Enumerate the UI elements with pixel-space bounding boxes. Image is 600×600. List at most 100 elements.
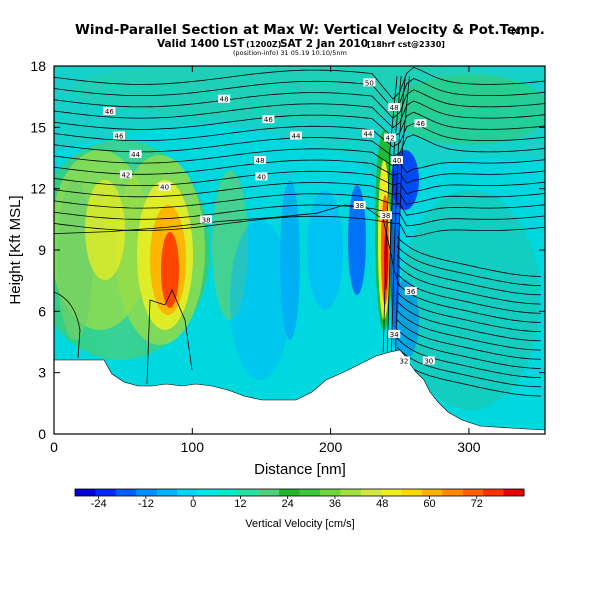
contour-label: 44 [292, 133, 301, 141]
colorbar-swatch [258, 489, 280, 496]
isentrope-line-low [396, 301, 541, 342]
contour-label-bg [103, 106, 116, 115]
contour-label: 38 [381, 212, 390, 220]
y-tick-label: 0 [38, 426, 46, 442]
contour-label-bg [384, 133, 397, 142]
isentrope-line [54, 170, 545, 195]
contour-label-bg [254, 156, 267, 165]
colorbar-swatch [503, 489, 525, 496]
colorbar-swatch [217, 489, 239, 496]
contour-label: 42 [121, 171, 130, 179]
colorbar-tick-label: 60 [423, 498, 435, 510]
isentrope-line-low [396, 264, 541, 305]
contour-label-bg [388, 329, 401, 338]
colorbar-tick-label: 12 [234, 498, 246, 510]
isentrope-line-low [396, 319, 541, 360]
isentrope-updraft [386, 76, 402, 353]
isentrope-line-low [396, 356, 541, 397]
isentrope-38 [54, 204, 401, 287]
contour-label-bg [414, 119, 427, 128]
isentrope-line [54, 193, 545, 216]
isentrope-line-low [396, 282, 541, 323]
title-copyright: (C) [511, 27, 524, 36]
title-valid-z: (1200Z) [246, 40, 281, 49]
contour-label: 46 [416, 120, 425, 128]
contour-label-bg [255, 172, 268, 181]
contour-labels: 50 48 46 46 46 46 44 44 44 48 42 40 40 38 38 38 48 42 40 36… [103, 78, 435, 365]
contour-label: 40 [160, 184, 169, 192]
isentrope-line-low [396, 337, 541, 379]
contour-label: 34 [390, 331, 399, 339]
y-tick-label: 9 [38, 242, 46, 258]
colorbar-swatch [238, 489, 260, 496]
contour-label-bg [388, 102, 401, 111]
contour-label-bg [290, 131, 303, 140]
y-tick-label: 18 [30, 58, 46, 74]
isentrope-line [54, 78, 545, 110]
isentrope-line [54, 215, 545, 238]
colorbar-swatch [462, 489, 484, 496]
contour-label: 30 [424, 357, 433, 365]
contour-label: 40 [257, 173, 266, 181]
colorbar-swatch [319, 489, 341, 496]
isentrope-line [54, 100, 545, 129]
contour-label-bg [129, 149, 142, 158]
colorbar-swatch [136, 489, 158, 496]
x-axis: 0 100 200 300 [50, 66, 481, 455]
isentrope-line [54, 148, 545, 174]
isentrope-line-low [396, 328, 541, 369]
pot-temp-contours [54, 66, 545, 397]
colorbar-tick-label: -12 [138, 498, 154, 510]
colorbar-swatch [340, 489, 362, 496]
contour-label: 50 [365, 79, 374, 87]
contour-label: 48 [256, 157, 265, 165]
isentrope-line-low [396, 310, 541, 351]
contour-label-bg [262, 115, 275, 124]
isentrope-line [54, 111, 545, 138]
isentrope-line-low [396, 347, 541, 388]
colorbar-tick-label: 36 [329, 498, 341, 510]
contour-label-bg [218, 94, 231, 103]
contour-label-bg [353, 201, 366, 210]
contour-label: 46 [115, 133, 124, 141]
isentrope-line [54, 66, 545, 100]
isentrope-updraft [395, 76, 410, 353]
colorbar-tick-label: -24 [91, 498, 107, 510]
title-valid: Valid 1400 LST [157, 38, 245, 50]
y-axis-label: Height [Kft MSL] [7, 195, 24, 304]
isentrope-line [54, 182, 545, 206]
contour-label: 32 [399, 357, 408, 365]
y-tick-label: 3 [38, 365, 46, 381]
contour-label-bg [391, 156, 404, 165]
contour-label: 38 [202, 216, 211, 224]
y-tick-label: 15 [30, 119, 46, 135]
contour-label: 46 [264, 116, 273, 124]
isentrope-line-low [396, 236, 541, 277]
contour-label: 48 [220, 96, 229, 104]
contour-label: 44 [364, 130, 373, 138]
colorbar-label: Vertical Velocity [cm/s] [245, 518, 354, 530]
colorbar-tick-label: 48 [376, 498, 388, 510]
contour-label: 44 [131, 151, 140, 159]
title-coords: (position-info) 31 05.19 10.10/5nm [233, 49, 347, 57]
isentrope-line [54, 159, 545, 184]
contour-label: 40 [393, 157, 402, 165]
colorbar-swatch [115, 489, 137, 496]
contour-label-bg [113, 131, 126, 140]
x-tick-label: 200 [319, 439, 343, 455]
y-tick-label: 12 [30, 181, 46, 197]
isentrope-line [54, 123, 545, 148]
colorbar-swatch [401, 489, 423, 496]
x-tick-label: 0 [50, 439, 58, 455]
colorbar-swatch [177, 489, 198, 496]
contour-label-bg [158, 182, 171, 191]
plot-field: 50 48 46 46 46 46 44 44 44 48 42 40 40 38 38 38 48 42 40 36… [54, 66, 545, 434]
isentrope-line [54, 89, 545, 119]
isentrope-line-low [396, 245, 541, 287]
terrain [54, 349, 545, 434]
colorbar-tick-label: 0 [190, 498, 196, 510]
colorbar-swatch [360, 489, 382, 496]
contour-label-bg [397, 356, 410, 365]
